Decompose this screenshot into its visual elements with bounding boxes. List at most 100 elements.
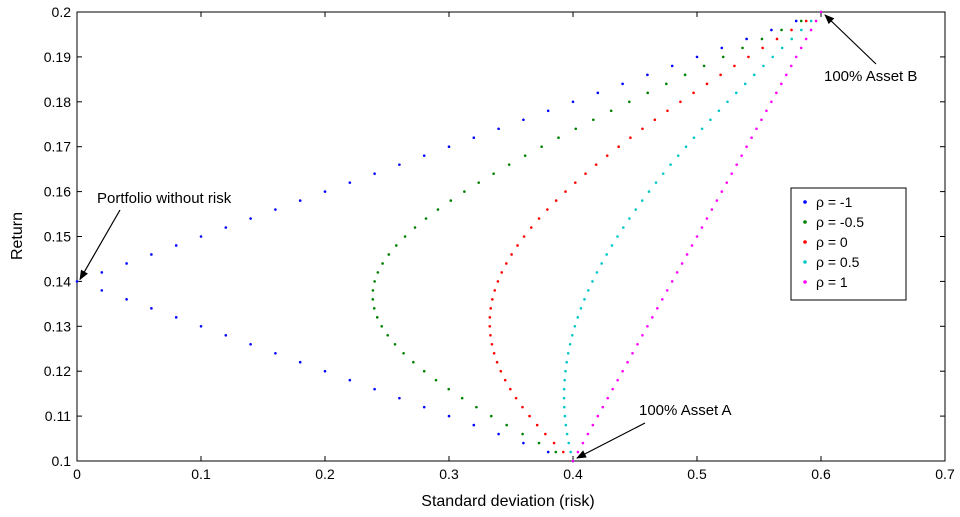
data-point — [564, 423, 568, 427]
data-point — [646, 325, 649, 328]
data-point — [594, 163, 598, 166]
data-point — [565, 432, 569, 436]
y-tick-label: 0.19 — [44, 49, 71, 65]
data-point — [387, 253, 391, 256]
data-point — [583, 298, 586, 301]
data-point — [371, 289, 375, 292]
data-point — [596, 414, 600, 418]
data-point — [789, 64, 793, 68]
data-point — [447, 414, 451, 418]
data-point — [537, 217, 541, 220]
data-point — [745, 145, 748, 148]
data-point — [692, 136, 696, 140]
data-point — [472, 423, 476, 427]
data-point — [199, 325, 203, 328]
data-point — [587, 289, 590, 292]
data-point — [522, 118, 525, 122]
data-point — [702, 64, 706, 68]
data-point — [522, 441, 525, 445]
data-point — [562, 396, 566, 400]
data-point — [529, 226, 533, 229]
data-point — [224, 333, 228, 337]
data-point — [174, 244, 178, 247]
y-tick-label: 0.12 — [44, 363, 71, 379]
data-point — [552, 441, 556, 445]
data-point — [654, 181, 658, 184]
y-tick-label: 0.18 — [44, 94, 71, 110]
data-point — [373, 172, 376, 175]
data-point — [770, 100, 773, 104]
data-point — [715, 199, 719, 202]
data-point — [799, 46, 803, 50]
data-point — [690, 244, 694, 247]
y-tick-label: 0.16 — [44, 184, 71, 200]
data-point — [745, 37, 748, 41]
data-point — [775, 37, 779, 41]
data-point — [422, 369, 426, 373]
data-point — [523, 154, 527, 157]
data-point — [566, 351, 570, 355]
y-tick-label: 0.13 — [44, 318, 71, 334]
data-point — [563, 414, 567, 418]
data-point — [616, 235, 619, 238]
data-point — [581, 441, 585, 445]
data-point — [721, 55, 725, 59]
data-point — [546, 109, 550, 113]
data-point — [800, 28, 803, 32]
data-point — [669, 163, 672, 166]
y-tick-label: 0.1 — [52, 453, 72, 469]
legend-label: ρ = 0.5 — [816, 254, 860, 270]
data-point — [509, 387, 512, 391]
data-point — [573, 325, 577, 328]
data-point — [490, 342, 494, 346]
data-point — [562, 387, 566, 391]
data-point — [661, 172, 665, 175]
data-point — [249, 342, 252, 346]
y-tick-label: 0.17 — [44, 139, 71, 155]
legend-label: ρ = -1 — [816, 194, 853, 210]
data-point — [670, 280, 674, 283]
annotation-asset-b: 100% Asset B — [824, 68, 917, 85]
data-point — [323, 190, 327, 193]
data-point — [596, 91, 600, 95]
data-point — [380, 325, 384, 328]
data-point — [605, 253, 608, 256]
data-point — [492, 351, 496, 355]
data-point — [565, 360, 568, 364]
data-point — [705, 82, 709, 86]
data-point — [398, 396, 401, 400]
data-point — [449, 199, 453, 202]
data-point — [489, 414, 493, 418]
data-point — [606, 396, 610, 400]
data-point — [666, 109, 669, 113]
data-point — [685, 253, 689, 256]
data-point — [491, 298, 494, 301]
data-point — [592, 118, 595, 122]
legend-marker — [803, 260, 807, 264]
data-point — [670, 64, 674, 68]
x-tick-label: 0.5 — [687, 466, 707, 482]
data-point — [537, 441, 541, 445]
data-point — [726, 100, 729, 104]
data-point — [629, 136, 632, 140]
data-point — [628, 100, 631, 104]
data-point — [563, 378, 566, 382]
annotations: Portfolio without risk 100% Asset A 100% A… — [79, 14, 917, 459]
data-point — [373, 280, 376, 283]
data-point — [497, 127, 500, 131]
data-point — [510, 253, 513, 256]
data-point — [150, 307, 153, 310]
data-point — [567, 441, 571, 445]
data-point — [601, 405, 605, 409]
data-point — [224, 226, 228, 229]
data-point — [348, 181, 352, 184]
data-point — [605, 154, 609, 157]
data-point — [760, 118, 763, 122]
data-point — [576, 316, 580, 319]
data-point — [535, 423, 539, 427]
data-point — [492, 172, 495, 175]
data-point — [528, 414, 531, 418]
data-point — [616, 378, 619, 382]
data-point — [617, 145, 620, 148]
data-point — [393, 342, 397, 346]
